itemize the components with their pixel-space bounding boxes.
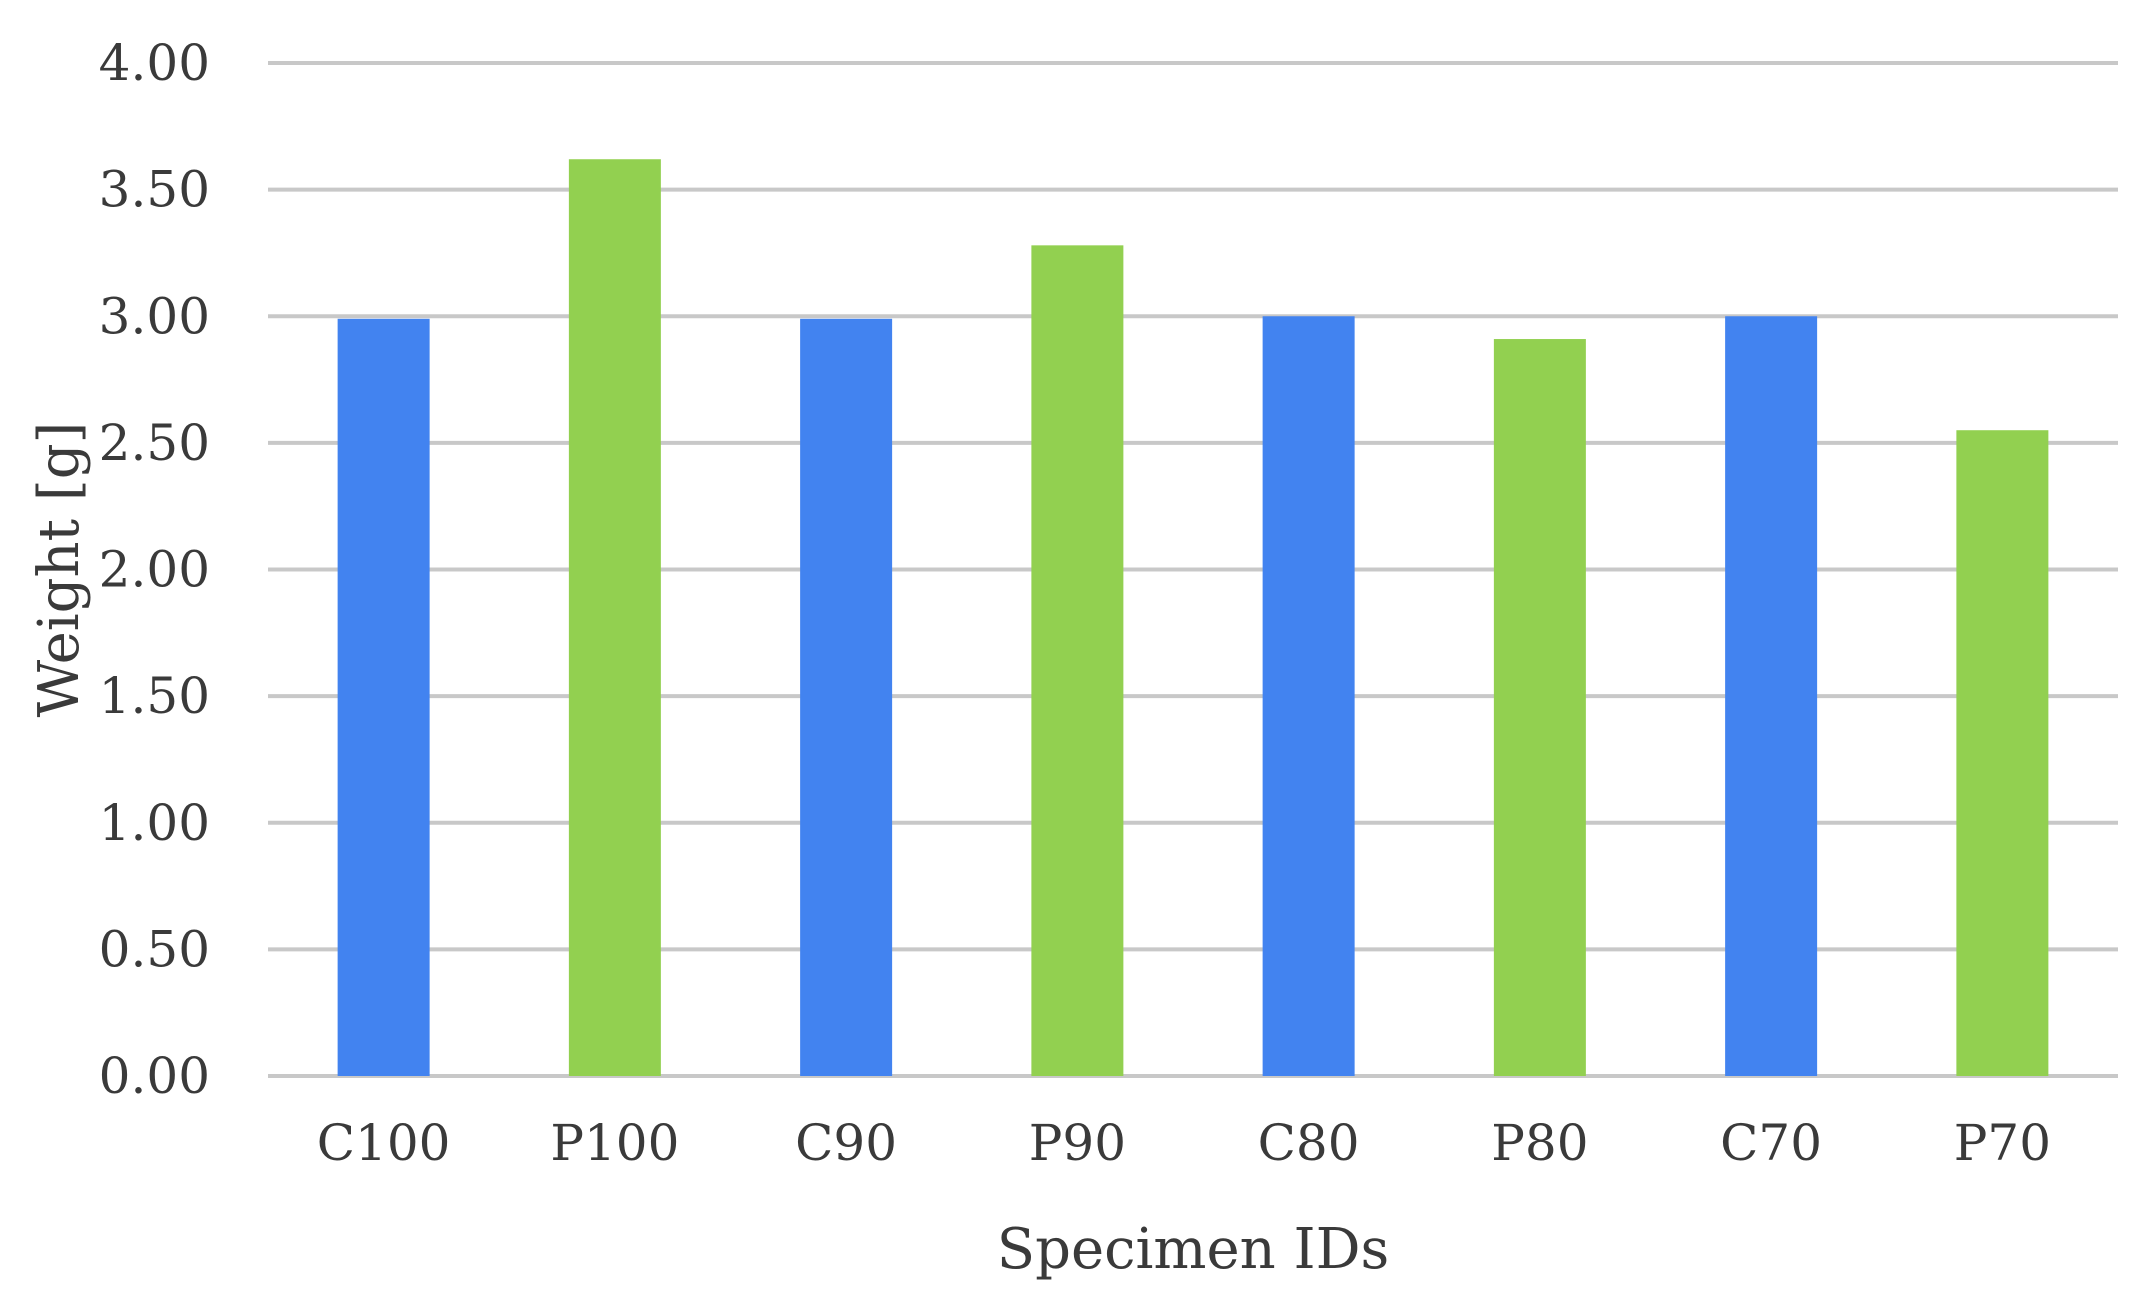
bar-p90 [1031, 245, 1124, 1077]
y-axis-title: Weight [g] [27, 422, 92, 718]
x-category-label: P80 [1491, 1114, 1588, 1172]
y-tick-label: 2.00 [99, 541, 210, 599]
x-category-label: C80 [1258, 1114, 1360, 1172]
y-tick-label: 2.50 [99, 414, 210, 472]
bar-c80 [1262, 316, 1355, 1076]
bar-c100 [337, 318, 430, 1077]
x-category-label: C70 [1720, 1114, 1822, 1172]
y-tick-label: 1.00 [99, 794, 210, 852]
y-tick-label: 1.50 [99, 667, 210, 725]
bars [337, 159, 2049, 1077]
bar-c90 [800, 318, 893, 1077]
gridlines [268, 61, 2118, 1078]
x-axis-categories: C100 P100 C90 P90 C80 P80 C70 P70 [317, 1114, 2051, 1172]
bar-c70 [1725, 316, 1818, 1076]
y-tick-label: 3.50 [99, 161, 210, 219]
bar-p70 [1956, 430, 2049, 1076]
y-tick-label: 4.00 [99, 34, 210, 92]
x-category-label: C100 [317, 1114, 451, 1172]
y-tick-label: 3.00 [99, 287, 210, 345]
x-category-label: P70 [1954, 1114, 2051, 1172]
bar-p80 [1493, 339, 1586, 1077]
bar-p100 [568, 159, 661, 1077]
y-tick-label: 0.50 [99, 920, 210, 978]
x-category-label: P90 [1029, 1114, 1126, 1172]
y-axis-ticks: 0.00 0.50 1.00 1.50 2.00 2.50 3.00 3.50 4.00 [99, 34, 210, 1105]
x-category-label: P100 [550, 1114, 679, 1172]
x-category-label: C90 [795, 1114, 897, 1172]
x-axis-title: Specimen IDs [997, 1217, 1390, 1282]
y-tick-label: 0.00 [99, 1047, 210, 1105]
